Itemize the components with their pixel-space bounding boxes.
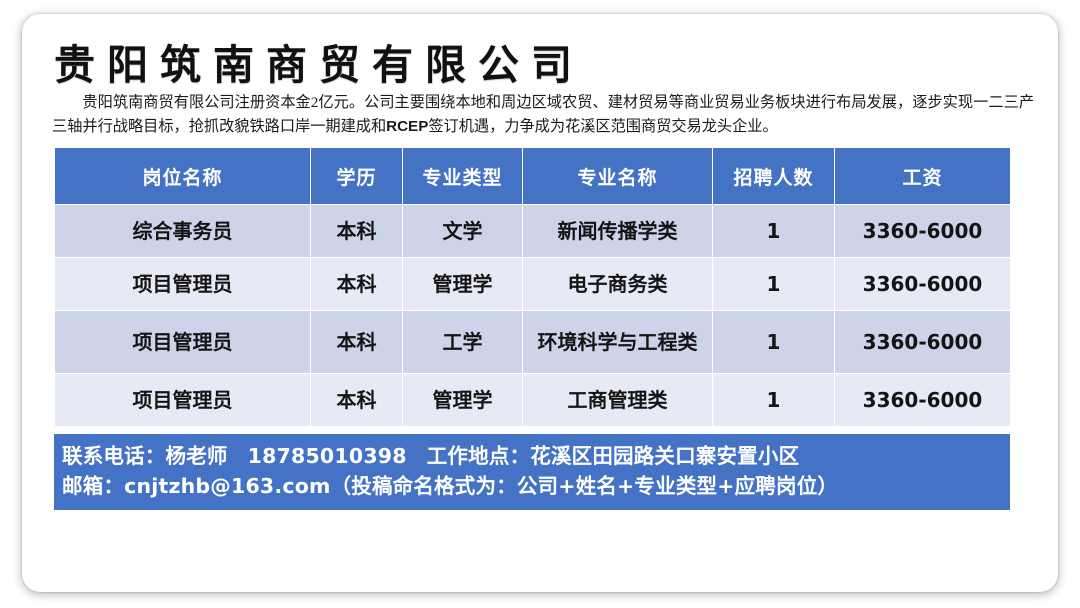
cell-education: 本科 bbox=[310, 373, 403, 428]
contact-phone-number[interactable]: 18785010398 bbox=[247, 444, 407, 469]
cell-post: 项目管理员 bbox=[54, 373, 311, 428]
cell-major-name: 新闻传播学类 bbox=[522, 204, 713, 259]
table-body: 综合事务员 本科 文学 新闻传播学类 1 3360-6000 项目管理员 本科 … bbox=[54, 204, 1011, 428]
table-header: 岗位名称 学历 专业类型 专业名称 招聘人数 工资 bbox=[54, 147, 1011, 206]
column-header-major-name: 专业名称 bbox=[522, 147, 713, 206]
cell-major-name: 工商管理类 bbox=[522, 373, 713, 428]
cell-major-type: 管理学 bbox=[402, 257, 523, 312]
cell-post: 项目管理员 bbox=[54, 257, 311, 312]
cell-headcount: 1 bbox=[712, 257, 835, 312]
column-header-post: 岗位名称 bbox=[54, 147, 311, 206]
column-header-salary: 工资 bbox=[834, 147, 1011, 206]
cell-education: 本科 bbox=[310, 257, 403, 312]
cell-salary: 3360-6000 bbox=[834, 373, 1011, 428]
cell-salary: 3360-6000 bbox=[834, 257, 1011, 312]
cell-post: 项目管理员 bbox=[54, 310, 311, 375]
work-location-label: 工作地点： bbox=[426, 444, 531, 469]
column-header-headcount: 招聘人数 bbox=[712, 147, 835, 206]
contact-email-line: 邮箱：cnjtzhb@163.com（投稿命名格式为：公司+姓名+专业类型+应聘… bbox=[62, 471, 1002, 501]
cell-headcount: 1 bbox=[712, 373, 835, 428]
cell-education: 本科 bbox=[310, 310, 403, 375]
cell-education: 本科 bbox=[310, 204, 403, 259]
cell-major-type: 文学 bbox=[402, 204, 523, 259]
cell-post: 综合事务员 bbox=[54, 204, 311, 259]
intro-rcep-keyword: RCEP bbox=[386, 118, 429, 136]
cell-major-name: 环境科学与工程类 bbox=[522, 310, 713, 375]
cell-salary: 3360-6000 bbox=[834, 310, 1011, 375]
table-header-row: 岗位名称 学历 专业类型 专业名称 招聘人数 工资 bbox=[54, 147, 1011, 206]
cell-salary: 3360-6000 bbox=[834, 204, 1011, 259]
contact-person-name: 杨老师 bbox=[165, 444, 228, 469]
poster-content: 贵阳筑南商贸有限公司 贵阳筑南商贸有限公司注册资本金2亿元。公司主要围绕本地和周… bbox=[50, 36, 1036, 570]
contact-phone-label: 联系电话： bbox=[62, 444, 166, 469]
cell-headcount: 1 bbox=[712, 204, 835, 259]
cell-major-name: 电子商务类 bbox=[522, 257, 713, 312]
intro-text-part1: 贵阳筑南商贸有限公司注册资本金2亿元。公司主要围绕本地和周边区域农贸、建材贸易等… bbox=[52, 94, 1034, 136]
table-row: 项目管理员 本科 工学 环境科学与工程类 1 3360-6000 bbox=[54, 310, 1011, 375]
column-header-major-type: 专业类型 bbox=[402, 147, 523, 206]
intro-text-part2: 签订机遇，力争成为花溪区范围商贸交易龙头企业。 bbox=[428, 118, 778, 136]
table-row: 项目管理员 本科 管理学 电子商务类 1 3360-6000 bbox=[54, 257, 1011, 312]
page-title: 贵阳筑南商贸有限公司 bbox=[54, 41, 584, 89]
cell-major-type: 工学 bbox=[402, 310, 523, 375]
contact-info-block: 联系电话：杨老师 18785010398 工作地点：花溪区田园路关口寨安置小区 邮箱… bbox=[54, 434, 1010, 511]
company-intro-paragraph: 贵阳筑南商贸有限公司注册资本金2亿元。公司主要围绕本地和周边区域农贸、建材贸易等… bbox=[52, 91, 1034, 139]
table-row: 项目管理员 本科 管理学 工商管理类 1 3360-6000 bbox=[54, 373, 1011, 428]
job-positions-table: 岗位名称 学历 专业类型 专业名称 招聘人数 工资 综合事务员 本科 文学 新闻… bbox=[54, 147, 1011, 428]
table-row: 综合事务员 本科 文学 新闻传播学类 1 3360-6000 bbox=[54, 204, 1011, 259]
contact-email-note: （投稿命名格式为：公司+姓名+专业类型+应聘岗位） bbox=[330, 474, 839, 499]
contact-email-value[interactable]: cnjtzhb@163.com bbox=[124, 474, 331, 499]
column-header-education: 学历 bbox=[310, 147, 403, 206]
cell-headcount: 1 bbox=[712, 310, 835, 375]
contact-phone-line: 联系电话：杨老师 18785010398 工作地点：花溪区田园路关口寨安置小区 bbox=[62, 441, 1002, 471]
work-location-value: 花溪区田园路关口寨安置小区 bbox=[530, 444, 800, 469]
poster-card: 贵阳筑南商贸有限公司 贵阳筑南商贸有限公司注册资本金2亿元。公司主要围绕本地和周… bbox=[22, 14, 1058, 592]
cell-major-type: 管理学 bbox=[402, 373, 523, 428]
contact-email-label: 邮箱： bbox=[62, 474, 125, 499]
